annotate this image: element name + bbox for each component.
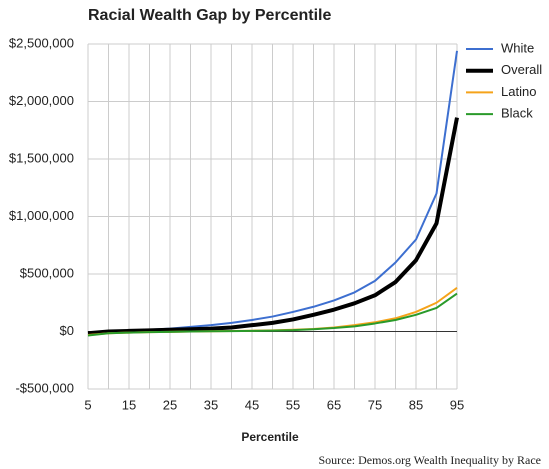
x-tick-label: 95 — [450, 397, 464, 412]
y-tick-label: $2,000,000 — [9, 93, 74, 108]
x-tick-label: 5 — [84, 397, 91, 412]
x-axis-label: Percentile — [241, 430, 299, 444]
legend-label: Black — [501, 106, 533, 121]
x-tick-label: 65 — [327, 397, 341, 412]
y-tick-label: $1,000,000 — [9, 208, 74, 223]
source-note: Source: Demos.org Wealth Inequality by R… — [318, 453, 541, 467]
legend-label: White — [501, 40, 534, 55]
x-tick-label: 25 — [163, 397, 177, 412]
x-tick-label: 15 — [122, 397, 136, 412]
y-tick-label: $1,500,000 — [9, 150, 74, 165]
x-tick-label: 35 — [204, 397, 218, 412]
y-tick-label: -$500,000 — [15, 380, 74, 395]
y-tick-label: $2,500,000 — [9, 35, 74, 50]
x-tick-label: 55 — [286, 397, 300, 412]
legend-label: Latino — [501, 84, 536, 99]
y-tick-label: $0 — [60, 323, 74, 338]
y-tick-label: $500,000 — [20, 265, 74, 280]
chart-title: Racial Wealth Gap by Percentile — [88, 7, 331, 24]
legend-label: Overall — [501, 62, 542, 77]
x-tick-label: 85 — [409, 397, 423, 412]
x-tick-label: 45 — [245, 397, 259, 412]
series-line — [87, 292, 458, 337]
series-line — [87, 117, 459, 336]
x-tick-label: 75 — [368, 397, 382, 412]
